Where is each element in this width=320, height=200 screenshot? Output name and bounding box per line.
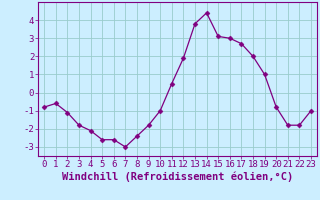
X-axis label: Windchill (Refroidissement éolien,°C): Windchill (Refroidissement éolien,°C): [62, 172, 293, 182]
